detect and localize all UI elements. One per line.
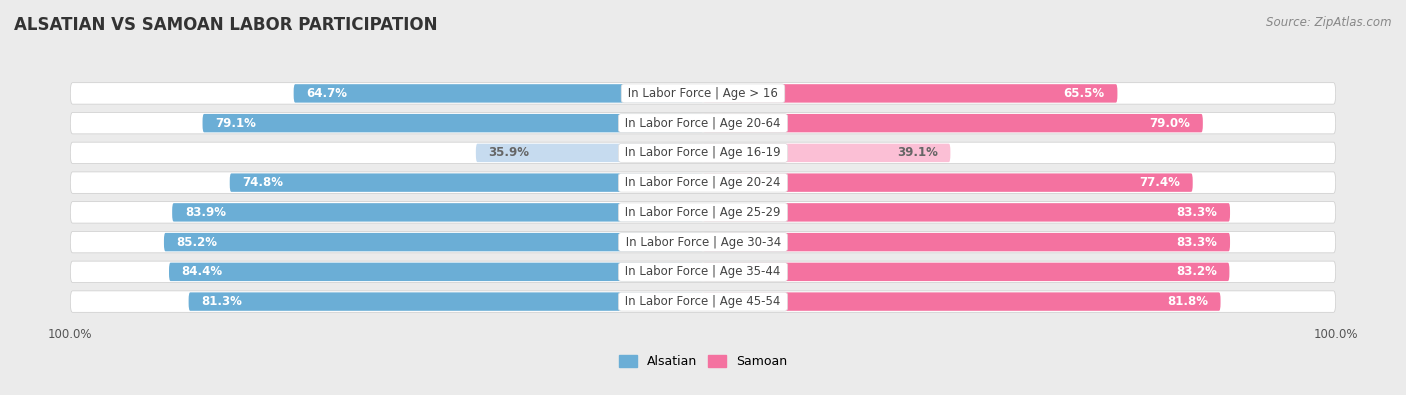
Text: In Labor Force | Age 20-24: In Labor Force | Age 20-24 — [621, 176, 785, 189]
Text: 79.0%: 79.0% — [1149, 117, 1191, 130]
FancyBboxPatch shape — [703, 203, 1230, 222]
Text: 74.8%: 74.8% — [242, 176, 284, 189]
Text: 65.5%: 65.5% — [1064, 87, 1105, 100]
FancyBboxPatch shape — [703, 84, 1118, 103]
Text: 83.3%: 83.3% — [1177, 235, 1218, 248]
FancyBboxPatch shape — [229, 173, 703, 192]
Text: 83.3%: 83.3% — [1177, 206, 1218, 219]
Text: 39.1%: 39.1% — [897, 147, 938, 160]
Text: 77.4%: 77.4% — [1139, 176, 1180, 189]
Text: In Labor Force | Age 35-44: In Labor Force | Age 35-44 — [621, 265, 785, 278]
Text: Source: ZipAtlas.com: Source: ZipAtlas.com — [1267, 16, 1392, 29]
FancyBboxPatch shape — [703, 114, 1204, 132]
FancyBboxPatch shape — [70, 113, 1336, 134]
FancyBboxPatch shape — [188, 292, 703, 311]
FancyBboxPatch shape — [703, 144, 950, 162]
FancyBboxPatch shape — [172, 203, 703, 222]
FancyBboxPatch shape — [70, 202, 1336, 223]
Legend: Alsatian, Samoan: Alsatian, Samoan — [613, 350, 793, 373]
Text: In Labor Force | Age 16-19: In Labor Force | Age 16-19 — [621, 147, 785, 160]
FancyBboxPatch shape — [70, 291, 1336, 312]
Text: 83.2%: 83.2% — [1175, 265, 1216, 278]
Text: In Labor Force | Age 20-64: In Labor Force | Age 20-64 — [621, 117, 785, 130]
Text: In Labor Force | Age > 16: In Labor Force | Age > 16 — [624, 87, 782, 100]
Text: 81.8%: 81.8% — [1167, 295, 1208, 308]
Text: 79.1%: 79.1% — [215, 117, 256, 130]
Text: 84.4%: 84.4% — [181, 265, 222, 278]
FancyBboxPatch shape — [202, 114, 703, 132]
Text: In Labor Force | Age 25-29: In Labor Force | Age 25-29 — [621, 206, 785, 219]
Text: 35.9%: 35.9% — [488, 147, 530, 160]
Text: 64.7%: 64.7% — [307, 87, 347, 100]
Text: In Labor Force | Age 45-54: In Labor Force | Age 45-54 — [621, 295, 785, 308]
Text: ALSATIAN VS SAMOAN LABOR PARTICIPATION: ALSATIAN VS SAMOAN LABOR PARTICIPATION — [14, 16, 437, 34]
FancyBboxPatch shape — [475, 144, 703, 162]
FancyBboxPatch shape — [165, 233, 703, 251]
FancyBboxPatch shape — [703, 233, 1230, 251]
Text: 85.2%: 85.2% — [177, 235, 218, 248]
FancyBboxPatch shape — [70, 231, 1336, 253]
FancyBboxPatch shape — [70, 83, 1336, 104]
FancyBboxPatch shape — [169, 263, 703, 281]
FancyBboxPatch shape — [703, 173, 1192, 192]
FancyBboxPatch shape — [70, 261, 1336, 282]
Text: 81.3%: 81.3% — [201, 295, 242, 308]
FancyBboxPatch shape — [294, 84, 703, 103]
FancyBboxPatch shape — [703, 263, 1229, 281]
FancyBboxPatch shape — [703, 292, 1220, 311]
Text: In Labor Force | Age 30-34: In Labor Force | Age 30-34 — [621, 235, 785, 248]
FancyBboxPatch shape — [70, 142, 1336, 164]
FancyBboxPatch shape — [70, 172, 1336, 193]
Text: 83.9%: 83.9% — [184, 206, 226, 219]
